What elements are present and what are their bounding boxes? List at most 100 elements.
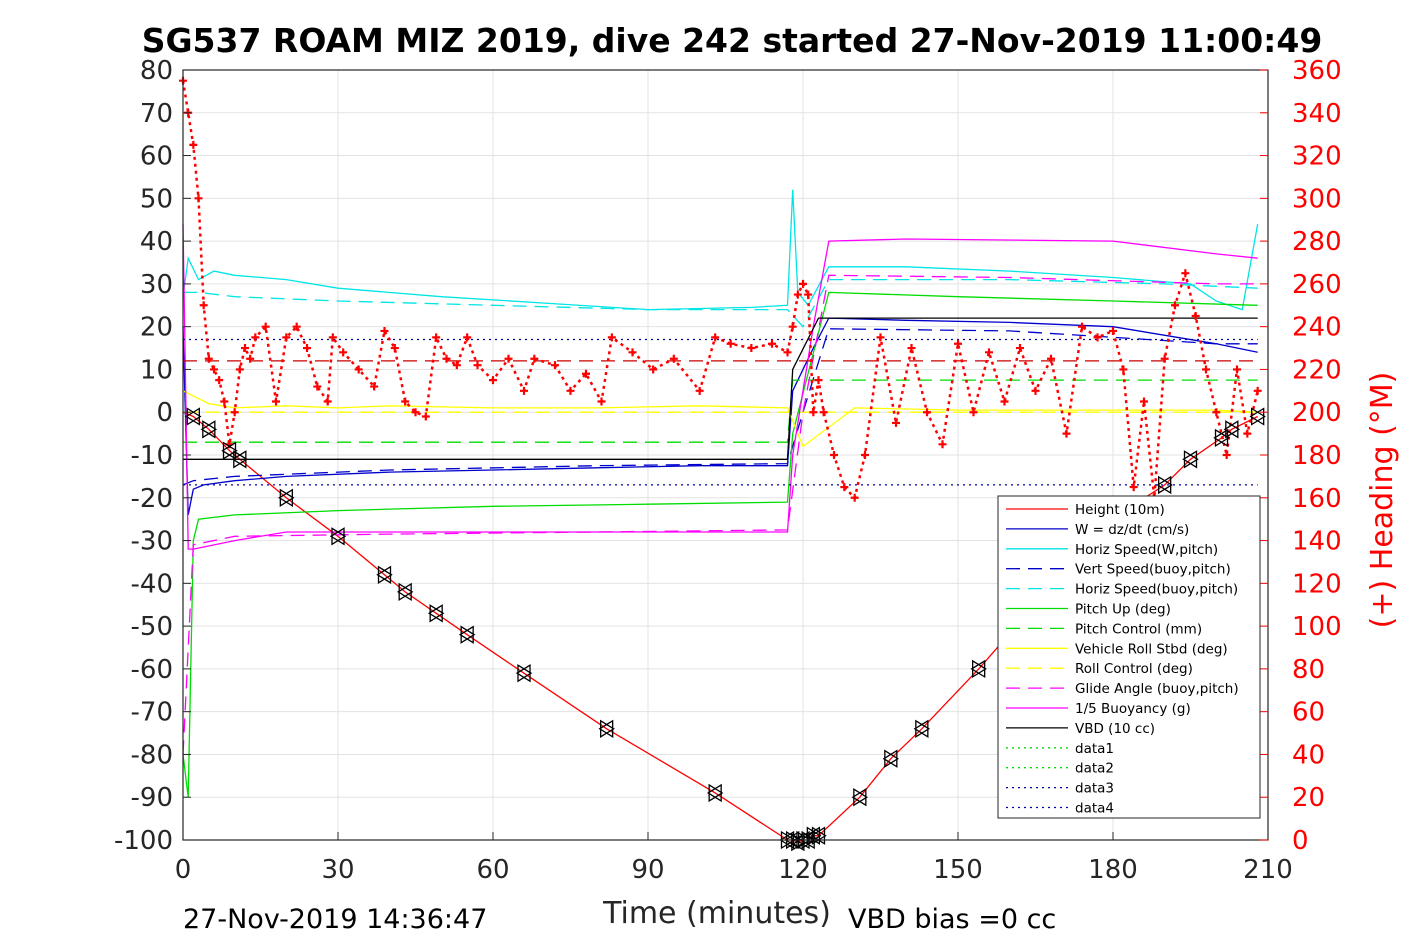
series-layer [182,189,1259,843]
legend-entry: Pitch Control (mm) [1075,621,1202,637]
depth-markers [185,407,1266,852]
heading-marker [1171,301,1179,310]
heading-marker [850,493,859,502]
heading-marker [607,333,616,342]
series-line [182,390,1258,448]
heading-marker [210,365,218,374]
y-tick-label-right: 240 [1292,313,1342,343]
heading-marker [788,322,797,331]
legend-entry: data4 [1075,801,1114,817]
x-tick-label: 90 [631,855,664,885]
heading-marker [489,376,497,385]
y-tick-label-left: 40 [140,227,173,257]
heading-marker [463,333,472,342]
heading-marker [1253,386,1262,395]
heading-marker [954,339,962,348]
heading-marker [1000,397,1009,406]
depth-marker-left [185,407,200,426]
legend-entry: 1/5 Buoyancy (g) [1075,701,1191,717]
y-tick-label-right: 80 [1292,655,1325,685]
heading-marker [204,354,213,363]
right-axis-label: (+) Heading (°M) [1365,372,1400,629]
heading-marker [380,326,389,335]
y-tick-label-right: 0 [1292,826,1309,856]
depth-marker-left [458,625,474,644]
depth-marker-left [427,604,443,623]
x-axis-ticks: 0 30 60 90 120 150 180 210 [175,832,1293,885]
depth-marker-left [1213,428,1229,448]
y-tick-label-left: 80 [140,56,173,86]
depth-marker-left [515,664,531,683]
legend-entry: Vert Speed(buoy,pitch) [1075,562,1231,578]
footer-timestamp: 27-Nov-2019 14:36:47 [183,904,487,935]
x-tick-label: 210 [1243,855,1293,885]
heading-marker [215,376,224,385]
heading-marker [230,408,239,417]
depth-marker-left [329,527,345,546]
y-tick-label-right: 280 [1292,227,1342,257]
heading-marker [819,408,828,417]
heading-marker [1093,333,1102,342]
heading-marker [1243,429,1252,438]
heading-marker [1212,408,1221,417]
heading-marker [303,344,311,353]
x-tick-label: 120 [778,855,828,885]
legend-entry: VBD (10 cc) [1075,721,1155,737]
heading-marker [370,382,379,391]
legend-entry: W = dz/dt (cm/s) [1075,522,1189,538]
depth-marker-left [851,788,867,807]
y-tick-label-right: 20 [1292,783,1325,813]
heading-marker [1109,326,1117,335]
x-tick-label: 60 [476,855,509,885]
y-tick-label-right: 60 [1292,698,1325,728]
series-line [182,223,1258,550]
heading-markers [179,76,1262,502]
legend-entry: Height (10m) [1075,502,1165,518]
y-tick-label-left: -50 [131,612,173,642]
heading-marker [938,440,947,449]
depth-marker-left [396,582,412,602]
y-tick-label-right: 180 [1292,441,1342,471]
heading-marker [442,354,451,363]
heading-marker [985,348,993,357]
x-tick-label: 30 [321,855,354,885]
heading-marker [390,344,399,353]
left-axis-ticks: 80 70 60 50 40 30 20 10 0 -10 -20 -30 -40 -50 -60 -70 -8… [114,56,191,856]
heading-marker [411,408,420,417]
y-tick-label-left: -40 [131,569,173,599]
legend-box [997,495,1261,819]
y-tick-label-right: 140 [1292,527,1342,557]
heading-marker [551,361,559,370]
depth-marker-left [1182,450,1198,469]
y-tick-label-left: -10 [131,441,173,471]
heading-marker [768,339,776,348]
heading-marker [282,333,291,342]
y-tick-label-left: 60 [140,142,173,172]
y-tick-label-right: 160 [1292,484,1342,514]
legend-entry: Vehicle Roll Stbd (deg) [1075,641,1228,657]
heading-marker [432,333,441,342]
heading-marker [199,301,208,310]
heading-marker [1140,397,1148,406]
heading-marker [876,333,885,342]
y-tick-label-left: -20 [131,484,173,514]
y-tick-label-left: -80 [131,740,173,770]
heading-marker [1078,322,1086,331]
y-tick-label-right: 120 [1292,569,1342,599]
y-tick-label-left: 70 [140,99,173,129]
legend-entry: data3 [1075,781,1114,797]
heading-marker [669,354,678,363]
heading-marker [246,354,255,363]
x-axis-label: Time (minutes) [602,896,831,931]
depth-marker-left [1156,475,1172,495]
series-line [182,189,1259,311]
heading-marker [354,365,363,374]
depth-marker-left [970,659,986,679]
y-tick-label-right: 360 [1292,56,1342,86]
heading-marker [251,333,260,342]
heading-marker [695,386,704,395]
heading-marker [1119,365,1128,374]
y-tick-label-left: -90 [131,783,173,813]
heading-marker [504,354,513,363]
